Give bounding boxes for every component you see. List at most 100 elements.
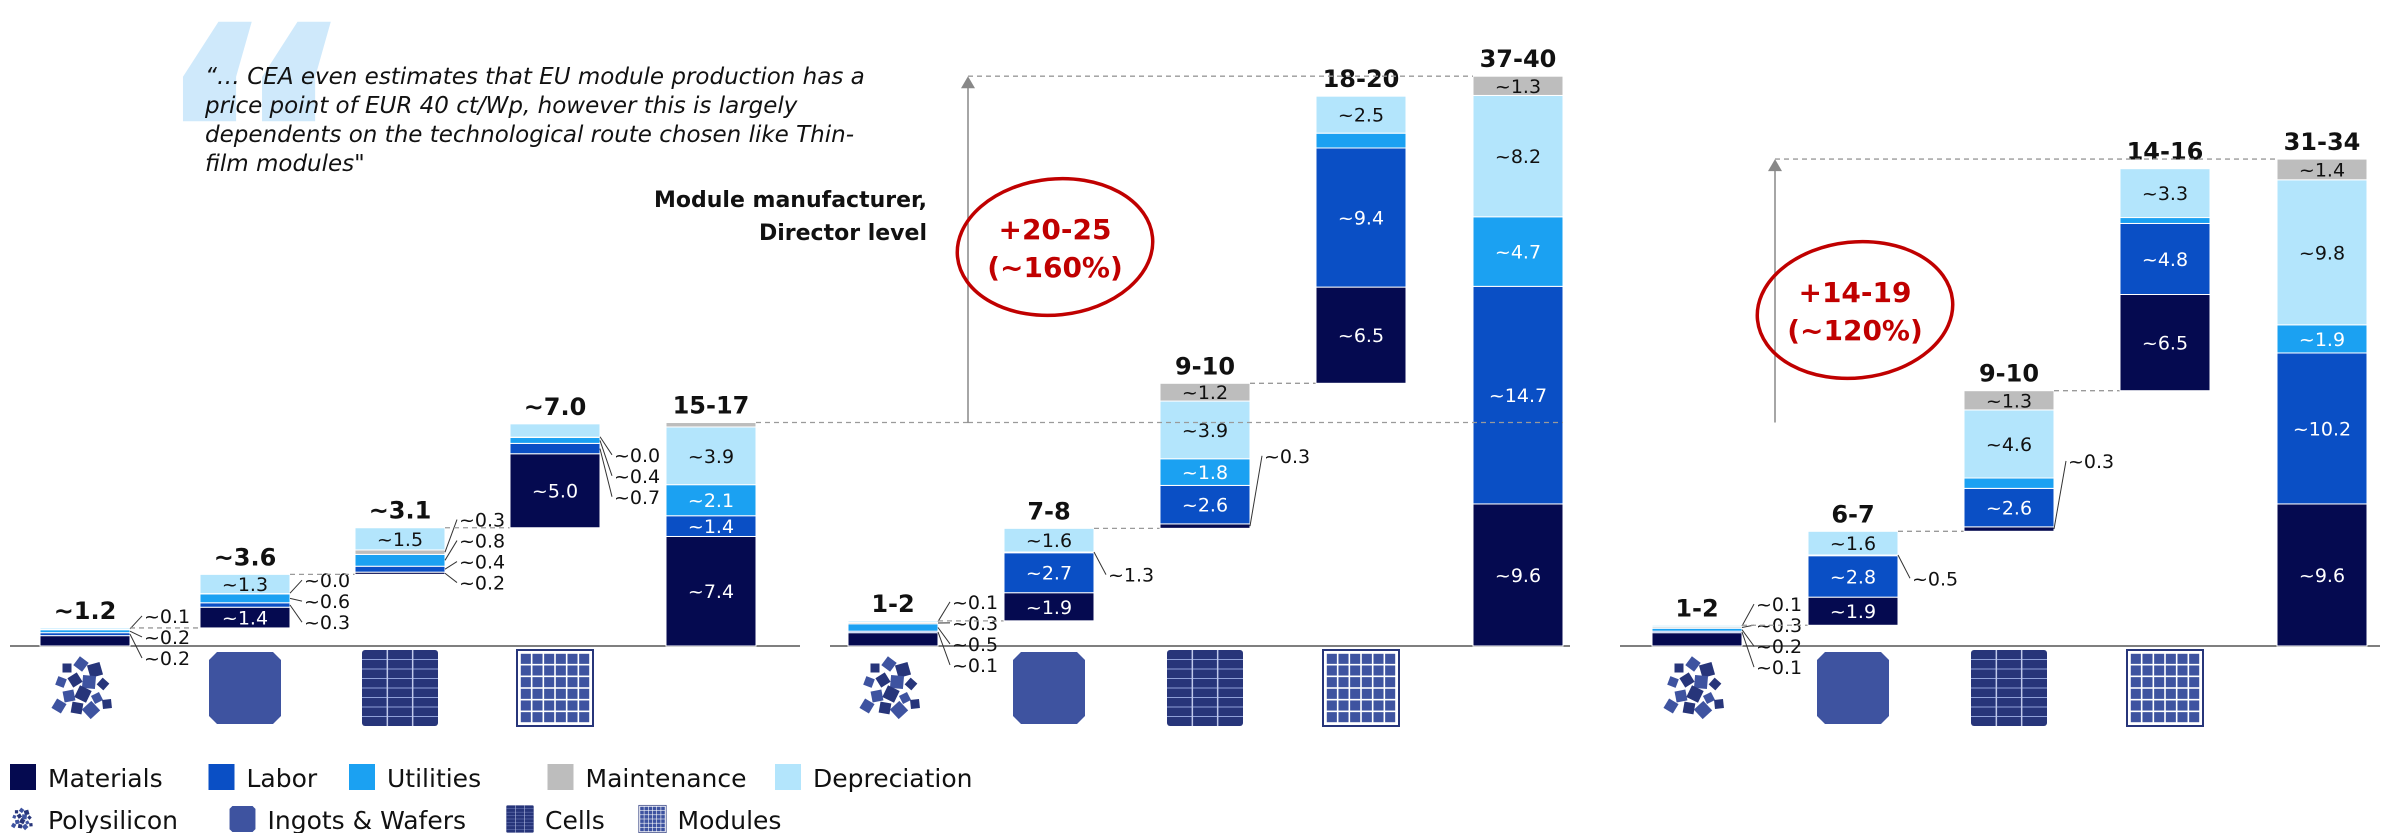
chart-panel-3: ~0.1~0.2~0.3~0.11-2 ~1.9~2.8~1.6~0.56-7 ~2… xyxy=(1620,128,2380,727)
legend-label: Maintenance xyxy=(586,764,747,793)
leader-line xyxy=(129,630,143,638)
bar-segment-materials xyxy=(1651,632,1743,647)
cell-icon xyxy=(506,805,534,833)
leader-line xyxy=(289,597,303,602)
side-label: ~0.3 xyxy=(459,510,505,532)
segment-label: ~5.0 xyxy=(532,481,578,503)
legend-item-materials: Materials xyxy=(10,764,163,793)
side-label: ~0.0 xyxy=(304,570,350,592)
leader-line xyxy=(1897,554,1911,579)
cell-icon xyxy=(1167,650,1243,726)
bar-segment-materials xyxy=(509,453,601,529)
side-label: ~0.6 xyxy=(304,591,350,613)
bar-total: ~9.6 ~14.7 ~4.7 ~8.2 ~1.3 37-40 xyxy=(1472,45,1564,647)
callout-delta: +14-19 xyxy=(1798,276,1911,309)
side-label: ~0.7 xyxy=(614,487,660,509)
bar-total-label: ~7.0 xyxy=(524,393,587,421)
legend-swatch xyxy=(775,764,801,790)
increase-callout: +14-19 (~120%) xyxy=(1755,239,1955,381)
leader-line xyxy=(599,440,613,476)
bar-modules: ~6.5 ~9.4 ~2.5 18-20 xyxy=(1315,65,1407,727)
leader-line xyxy=(1249,455,1263,527)
cell-icon xyxy=(362,650,438,726)
legend-item-maintenance: Maintenance xyxy=(547,764,747,793)
quote-line-2: price point of EUR 40 ct/Wp, however thi… xyxy=(204,93,798,119)
bar-total-label: 14-16 xyxy=(2127,138,2204,166)
bar-segment-depreciation xyxy=(1472,94,1564,218)
leader-line xyxy=(1093,551,1107,575)
legend-label: Utilities xyxy=(387,764,481,793)
leader-line xyxy=(937,627,951,645)
legend-label: Labor xyxy=(247,764,318,793)
bar-segment-labor xyxy=(1315,147,1407,288)
segment-label: ~1.2 xyxy=(1182,382,1228,404)
side-label: ~0.1 xyxy=(1756,594,1802,616)
legend-swatch xyxy=(208,764,235,790)
bar-total-label: 37-40 xyxy=(1480,45,1557,73)
segment-label: ~3.9 xyxy=(688,446,734,468)
polysilicon-icon xyxy=(51,656,112,720)
chart-panel-2: ~0.1~0.5~0.3~0.11-2 ~1.9~2.7~1.6~1.37-8 ~2… xyxy=(830,45,1570,727)
leader-line xyxy=(2053,460,2067,530)
bar-total-label: ~3.1 xyxy=(369,497,432,525)
bar-total-label: 15-17 xyxy=(673,392,750,420)
quote-line-3: dependents on the technological route ch… xyxy=(205,122,854,148)
chart-panels: ~0.2~0.2~0.1~1.2 ~1.4~1.3~0.3~0.6~0.0~3.6… xyxy=(10,45,2380,727)
segment-label: ~2.6 xyxy=(1986,498,2032,520)
bar-segment-labor xyxy=(1963,487,2055,528)
bar-total-label: 7-8 xyxy=(1027,497,1070,525)
legend-stage-label: Ingots & Wafers xyxy=(268,806,467,833)
leader-line xyxy=(599,436,613,456)
module-icon xyxy=(638,804,667,833)
bar-segment-labor xyxy=(1003,552,1095,594)
source-label-line-2: Director level xyxy=(759,221,927,246)
side-label: ~0.1 xyxy=(1756,657,1802,679)
legend-stage-modules: Modules xyxy=(638,804,781,833)
side-label: ~0.1 xyxy=(952,655,998,677)
bar-segment-labor xyxy=(1472,285,1564,505)
bar-segment-utilities xyxy=(847,623,939,632)
bar-segment-maintenance xyxy=(1159,382,1251,402)
module-icon xyxy=(516,649,594,727)
segment-label: ~1.3 xyxy=(1495,76,1541,98)
bar-segment-materials xyxy=(1472,503,1564,647)
bar-segment-materials xyxy=(1963,526,2055,532)
bar-segment-utilities xyxy=(1315,132,1407,149)
legend-stage-cells: Cells xyxy=(506,805,605,833)
side-label: ~0.3 xyxy=(304,612,350,634)
side-label: ~0.5 xyxy=(1912,568,1958,590)
source-label-line-1: Module manufacturer, xyxy=(654,188,927,213)
bar-total-label: 6-7 xyxy=(1831,500,1874,528)
callout-ring xyxy=(1755,239,1955,381)
side-label: ~0.4 xyxy=(614,466,660,488)
bar-total-label: 31-34 xyxy=(2284,128,2361,156)
leader-line xyxy=(129,615,143,630)
bar-segment-depreciation xyxy=(1003,527,1095,553)
side-label: ~0.2 xyxy=(144,627,190,649)
bar-segment-labor xyxy=(2276,352,2368,505)
segment-label: ~2.8 xyxy=(1830,566,1876,588)
quote-line-1: “… CEA even estimates that EU module pro… xyxy=(205,64,865,90)
bar-total-label: 9-10 xyxy=(1175,352,1235,380)
increase-callout: +20-25 (~160%) xyxy=(955,176,1155,318)
leader-line xyxy=(444,561,458,570)
leader-line xyxy=(289,604,303,623)
bar-segment-materials xyxy=(2119,294,2211,392)
segment-label: ~9.6 xyxy=(2299,565,2345,587)
segment-label: ~2.7 xyxy=(1026,563,1072,585)
cell-icon xyxy=(1971,650,2047,726)
bar-segment-maintenance xyxy=(2276,158,2368,181)
side-label: ~0.4 xyxy=(459,552,505,574)
bar-segment-maintenance xyxy=(1472,75,1564,96)
side-label: ~0.3 xyxy=(952,613,998,635)
bar-total-label: ~3.6 xyxy=(214,543,277,571)
legend-label: Depreciation xyxy=(813,764,973,793)
arrow-head-icon xyxy=(961,76,975,89)
bar-segment-depreciation xyxy=(509,423,601,438)
bar-segment-maintenance xyxy=(665,422,757,428)
leader-line xyxy=(129,633,143,659)
segment-label: ~1.3 xyxy=(222,574,268,596)
bar-segment-labor xyxy=(354,565,446,573)
legend-item-labor: Labor xyxy=(208,764,318,793)
side-label: ~0.1 xyxy=(144,606,190,628)
